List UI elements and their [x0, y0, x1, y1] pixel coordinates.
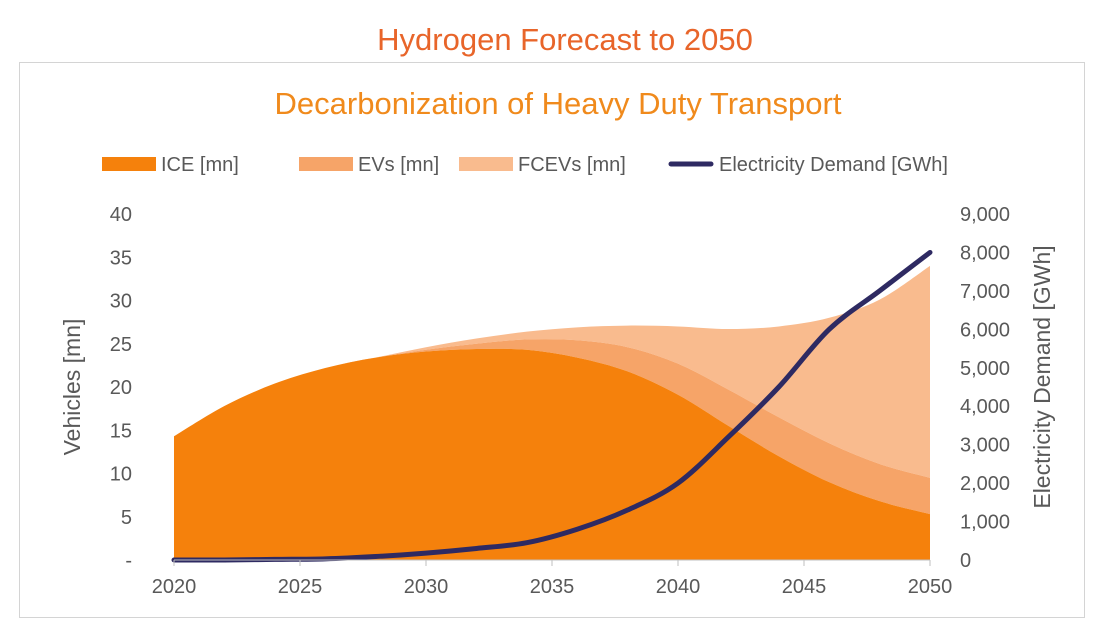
- legend-swatch-2: [459, 157, 513, 171]
- y2-tick-label: 0: [960, 550, 971, 572]
- legend: ICE [mn] EVs [mn] FCEVs [mn] Electricity De…: [102, 154, 948, 176]
- x-tick-label: 2050: [908, 576, 953, 598]
- y-tick-label: 25: [110, 334, 132, 356]
- legend-label-2: FCEVs [mn]: [518, 154, 626, 176]
- area-layer: [174, 265, 930, 560]
- y-axis-label: Vehicles [mn]: [59, 319, 85, 456]
- x-tick-label: 2025: [278, 576, 323, 598]
- legend-label-1: EVs [mn]: [358, 154, 439, 176]
- y-tick-label: -: [125, 550, 132, 572]
- y2-tick-label: 1,000: [960, 512, 1010, 534]
- y-tick-label: 20: [110, 377, 132, 399]
- chart-svg: Decarbonization of Heavy Duty Transport …: [59, 86, 1055, 598]
- y2-tick-label: 4,000: [960, 396, 1010, 418]
- area-series-0: [174, 348, 930, 560]
- line-series-0: [171, 249, 933, 563]
- y2-tick-label: 9,000: [960, 204, 1010, 226]
- y2-tick-label: 2,000: [960, 473, 1010, 495]
- chart-title: Decarbonization of Heavy Duty Transport: [275, 86, 842, 121]
- y2-tick-label: 5,000: [960, 358, 1010, 380]
- y-tick-label: 5: [121, 507, 132, 529]
- x-tick-label: 2020: [152, 576, 197, 598]
- area-series-2: [174, 265, 930, 478]
- y2-tick-label: 7,000: [960, 281, 1010, 303]
- y-tick-label: 35: [110, 247, 132, 269]
- x-tick-label: 2045: [782, 576, 827, 598]
- y-tick-label: 10: [110, 464, 132, 486]
- y-tick-label: 15: [110, 420, 132, 442]
- y2-tick-label: 8,000: [960, 242, 1010, 264]
- y2-axis-label: Electricity Demand [GWh]: [1029, 245, 1055, 508]
- legend-swatch-0: [102, 157, 156, 171]
- y2-tick-label: 3,000: [960, 435, 1010, 457]
- area-series-1: [174, 339, 930, 515]
- x-tick-label: 2035: [530, 576, 575, 598]
- legend-label-0: ICE [mn]: [161, 154, 239, 176]
- y2-tick-label: 6,000: [960, 319, 1010, 341]
- page-title: Hydrogen Forecast to 2050: [377, 22, 753, 57]
- x-tick-label: 2030: [404, 576, 449, 598]
- legend-label-3: Electricity Demand [GWh]: [719, 154, 948, 176]
- axes: 2020 2025 2030 2035 2040 2045 2050-51015202530…: [59, 204, 1055, 598]
- legend-swatch-1: [299, 157, 353, 171]
- chart-frame: Decarbonization of Heavy Duty Transport …: [19, 62, 1085, 618]
- x-tick-label: 2040: [656, 576, 701, 598]
- y-tick-label: 30: [110, 291, 132, 313]
- y-tick-label: 40: [110, 204, 132, 226]
- line-layer: [171, 249, 933, 563]
